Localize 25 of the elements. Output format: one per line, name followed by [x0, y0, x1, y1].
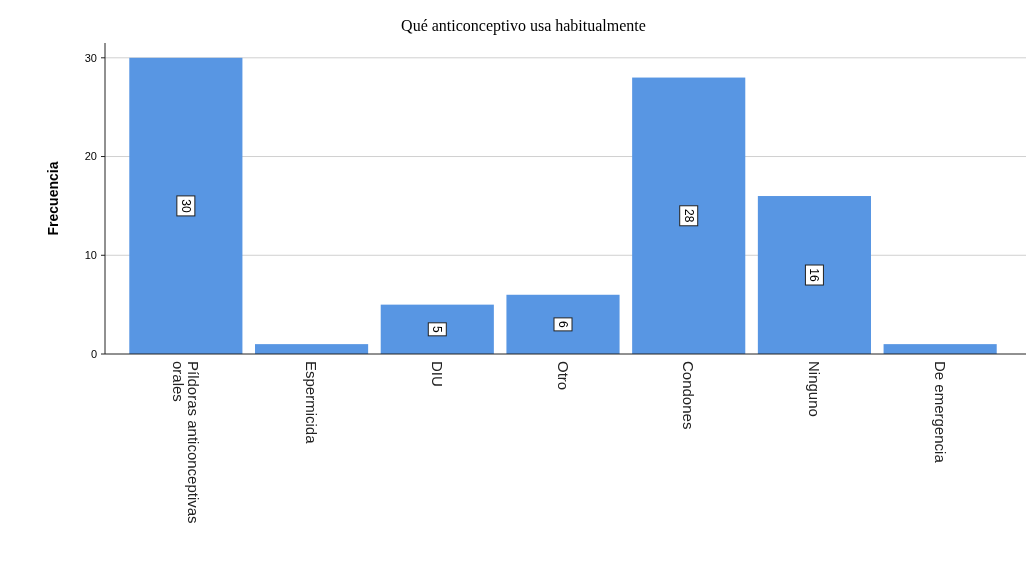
data-label: 30 [178, 199, 193, 213]
y-tick-label: 0 [90, 347, 97, 360]
bar [380, 304, 494, 354]
chart-title: Qué anticonceptivo usa habitualmente [401, 17, 646, 35]
x-tick-label: Píldoras anticonceptivas orales [170, 361, 203, 524]
bar [255, 344, 369, 354]
data-label: 6 [555, 321, 570, 329]
x-tick-label: Ninguno [806, 361, 824, 417]
y-axis-title: Frecuencia [45, 161, 61, 236]
x-tick-label: DIU [429, 361, 447, 387]
x-tick-label: Otro [554, 361, 572, 391]
data-label: 28 [681, 209, 696, 223]
bar [506, 294, 620, 354]
y-tick-label: 10 [84, 249, 97, 262]
bar [129, 57, 243, 354]
y-tick-label: 20 [84, 150, 97, 163]
data-label: 5 [430, 325, 445, 333]
data-label: 16 [807, 268, 822, 283]
bar [883, 344, 997, 354]
bar [632, 77, 746, 354]
bar [757, 196, 871, 354]
y-tick-label: 30 [84, 51, 97, 64]
x-tick-label: De emergencia [931, 361, 949, 464]
x-tick-label: Condones [680, 361, 698, 430]
x-tick-label: Espermicida [303, 361, 321, 445]
